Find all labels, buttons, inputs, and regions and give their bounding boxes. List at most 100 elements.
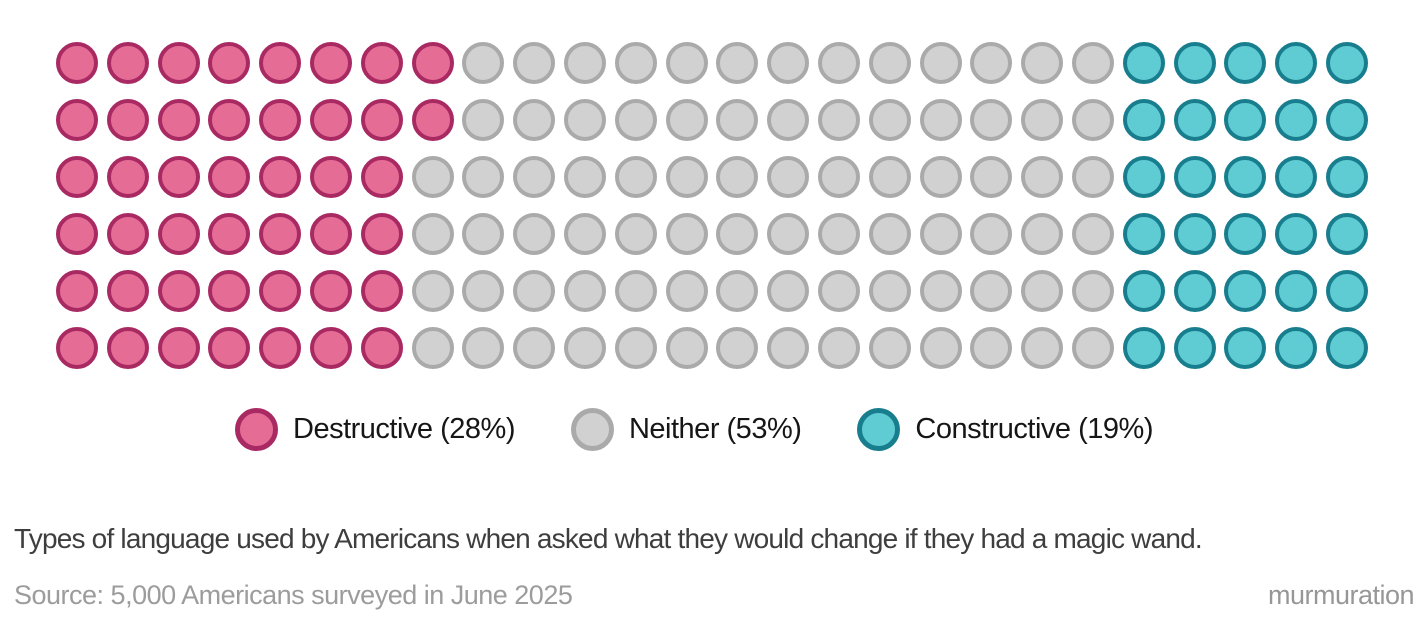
dot-constructive xyxy=(1275,156,1318,198)
dot-constructive xyxy=(1325,156,1368,198)
dot-neither xyxy=(614,42,657,84)
dot-constructive xyxy=(1173,213,1216,255)
dot-destructive xyxy=(309,42,352,84)
legend-label-neither: Neither (53%) xyxy=(628,413,802,445)
legend-item-neither: Neither (53%) xyxy=(570,408,802,451)
dot-destructive xyxy=(360,42,403,84)
dot-neither xyxy=(970,42,1013,84)
dot-destructive xyxy=(360,156,403,198)
dot-neither xyxy=(919,213,962,255)
chart-caption: Types of language used by Americans when… xyxy=(14,523,1203,554)
dot-neither xyxy=(767,213,810,255)
dot-constructive xyxy=(1275,99,1318,141)
dot-destructive xyxy=(411,99,454,141)
dot-neither xyxy=(513,42,556,84)
dot-neither xyxy=(665,270,708,312)
dot-destructive xyxy=(360,99,403,141)
dot-destructive xyxy=(56,327,98,369)
dot-neither xyxy=(868,327,911,369)
dot-neither xyxy=(614,156,657,198)
dot-neither xyxy=(462,156,505,198)
dot-neither xyxy=(868,42,911,84)
dot-neither xyxy=(919,99,962,141)
dot-destructive xyxy=(309,213,352,255)
dot-constructive xyxy=(1325,42,1368,84)
dot-neither xyxy=(817,42,860,84)
dot-destructive xyxy=(309,99,352,141)
dot-neither xyxy=(1021,213,1064,255)
legend-item-destructive: Destructive (28%) xyxy=(235,408,515,451)
dot-neither xyxy=(462,42,505,84)
dot-neither xyxy=(563,213,606,255)
dot-destructive xyxy=(208,327,251,369)
dot-destructive xyxy=(208,42,251,84)
dot-neither xyxy=(513,213,556,255)
dot-neither xyxy=(411,213,454,255)
dot-neither xyxy=(1071,327,1114,369)
dot-constructive xyxy=(1275,213,1318,255)
dot-destructive xyxy=(208,213,251,255)
dot-destructive xyxy=(259,213,302,255)
dot-neither xyxy=(1021,327,1064,369)
dot-destructive xyxy=(208,99,251,141)
dot-neither xyxy=(716,270,759,312)
dot-destructive xyxy=(56,156,98,198)
dot-destructive xyxy=(106,42,149,84)
dot-neither xyxy=(970,270,1013,312)
dot-destructive xyxy=(360,213,403,255)
dot-neither xyxy=(513,156,556,198)
source-note: Source: 5,000 Americans surveyed in June… xyxy=(14,580,573,610)
dot-neither xyxy=(716,99,759,141)
dot-neither xyxy=(919,156,962,198)
dot-destructive xyxy=(56,42,98,84)
dot-neither xyxy=(1071,156,1114,198)
dot-constructive xyxy=(1325,270,1368,312)
dot-neither xyxy=(665,213,708,255)
dot-constructive xyxy=(1224,213,1267,255)
dot-neither xyxy=(563,327,606,369)
dot-constructive xyxy=(1275,42,1318,84)
dot-neither xyxy=(767,270,810,312)
legend: Destructive (28%) Neither (53%) Construc… xyxy=(0,408,1428,451)
dot-constructive xyxy=(1275,270,1318,312)
dot-neither xyxy=(665,327,708,369)
dot-constructive xyxy=(1122,213,1165,255)
waffle-grid xyxy=(56,42,1368,369)
dot-neither xyxy=(716,156,759,198)
dot-neither xyxy=(970,99,1013,141)
dot-constructive xyxy=(1325,99,1368,141)
dot-constructive xyxy=(1275,327,1318,369)
dot-neither xyxy=(614,327,657,369)
dot-neither xyxy=(513,327,556,369)
dot-neither xyxy=(665,156,708,198)
dot-constructive xyxy=(1224,156,1267,198)
dot-neither xyxy=(665,42,708,84)
dot-destructive xyxy=(157,213,200,255)
dot-destructive xyxy=(106,99,149,141)
dot-constructive xyxy=(1325,213,1368,255)
dot-destructive xyxy=(208,156,251,198)
dot-destructive xyxy=(106,156,149,198)
dot-neither xyxy=(1021,156,1064,198)
dot-destructive xyxy=(157,99,200,141)
dot-neither xyxy=(614,99,657,141)
legend-label-constructive: Constructive (19%) xyxy=(915,413,1153,445)
dot-neither xyxy=(1071,270,1114,312)
neither-swatch-icon xyxy=(570,408,614,451)
dot-destructive xyxy=(360,327,403,369)
dot-neither xyxy=(411,156,454,198)
dot-neither xyxy=(563,99,606,141)
legend-label-destructive: Destructive (28%) xyxy=(293,413,515,445)
dot-neither xyxy=(868,213,911,255)
dot-constructive xyxy=(1173,327,1216,369)
dot-destructive xyxy=(259,327,302,369)
dot-neither xyxy=(1021,42,1064,84)
dot-destructive xyxy=(106,270,149,312)
dot-constructive xyxy=(1224,99,1267,141)
dot-constructive xyxy=(1122,99,1165,141)
dot-destructive xyxy=(208,270,251,312)
dot-destructive xyxy=(157,42,200,84)
dot-destructive xyxy=(157,156,200,198)
dot-neither xyxy=(716,327,759,369)
